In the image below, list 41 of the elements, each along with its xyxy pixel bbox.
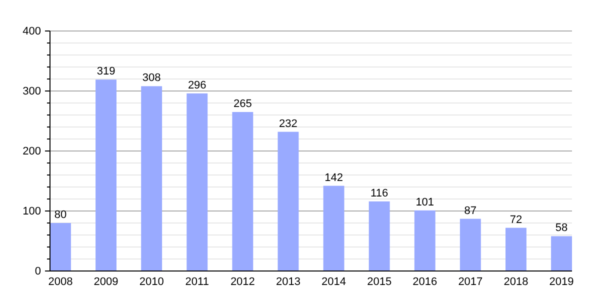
data-label: 296	[188, 79, 206, 92]
data-label: 101	[416, 196, 434, 208]
y-tick-label: 100	[22, 206, 41, 218]
y-tick-label: 200	[22, 146, 41, 158]
data-label: 116	[370, 187, 388, 200]
data-label: 58	[555, 222, 568, 234]
data-label: 308	[142, 72, 161, 84]
x-tick-label: 2019	[549, 276, 574, 288]
y-tick-label: 300	[22, 86, 41, 98]
bar	[141, 86, 162, 271]
x-tick-label: 2015	[367, 276, 392, 288]
data-label: 142	[324, 172, 343, 184]
x-tick-label: 2016	[412, 276, 438, 288]
x-tick-label: 2014	[322, 276, 346, 288]
data-label: 319	[96, 66, 116, 78]
y-tick-label: 400	[22, 26, 41, 38]
x-tick-label: 2012	[230, 276, 255, 288]
x-tick-label: 2010	[139, 276, 164, 288]
x-tick-label: 2018	[504, 276, 528, 288]
data-label: 87	[464, 204, 477, 217]
bar	[505, 228, 526, 271]
bar	[96, 80, 117, 271]
bar	[186, 93, 208, 271]
bar	[368, 201, 390, 271]
x-tick-label: 2011	[185, 276, 209, 288]
x-tick-label: 2009	[94, 276, 118, 288]
bar	[323, 186, 344, 271]
x-tick-label: 2017	[458, 276, 483, 288]
bar	[50, 223, 71, 271]
bar	[232, 112, 254, 271]
bar	[278, 132, 299, 271]
x-tick-label: 2008	[48, 276, 73, 288]
data-label: 265	[233, 98, 252, 110]
bar	[460, 218, 481, 271]
data-label: 80	[54, 209, 67, 221]
data-label: 232	[279, 118, 298, 130]
x-tick-label: 2013	[276, 276, 300, 288]
bar	[414, 210, 436, 271]
bar	[551, 236, 572, 271]
y-tick-label: 0	[34, 266, 41, 278]
data-label: 72	[510, 214, 522, 226]
